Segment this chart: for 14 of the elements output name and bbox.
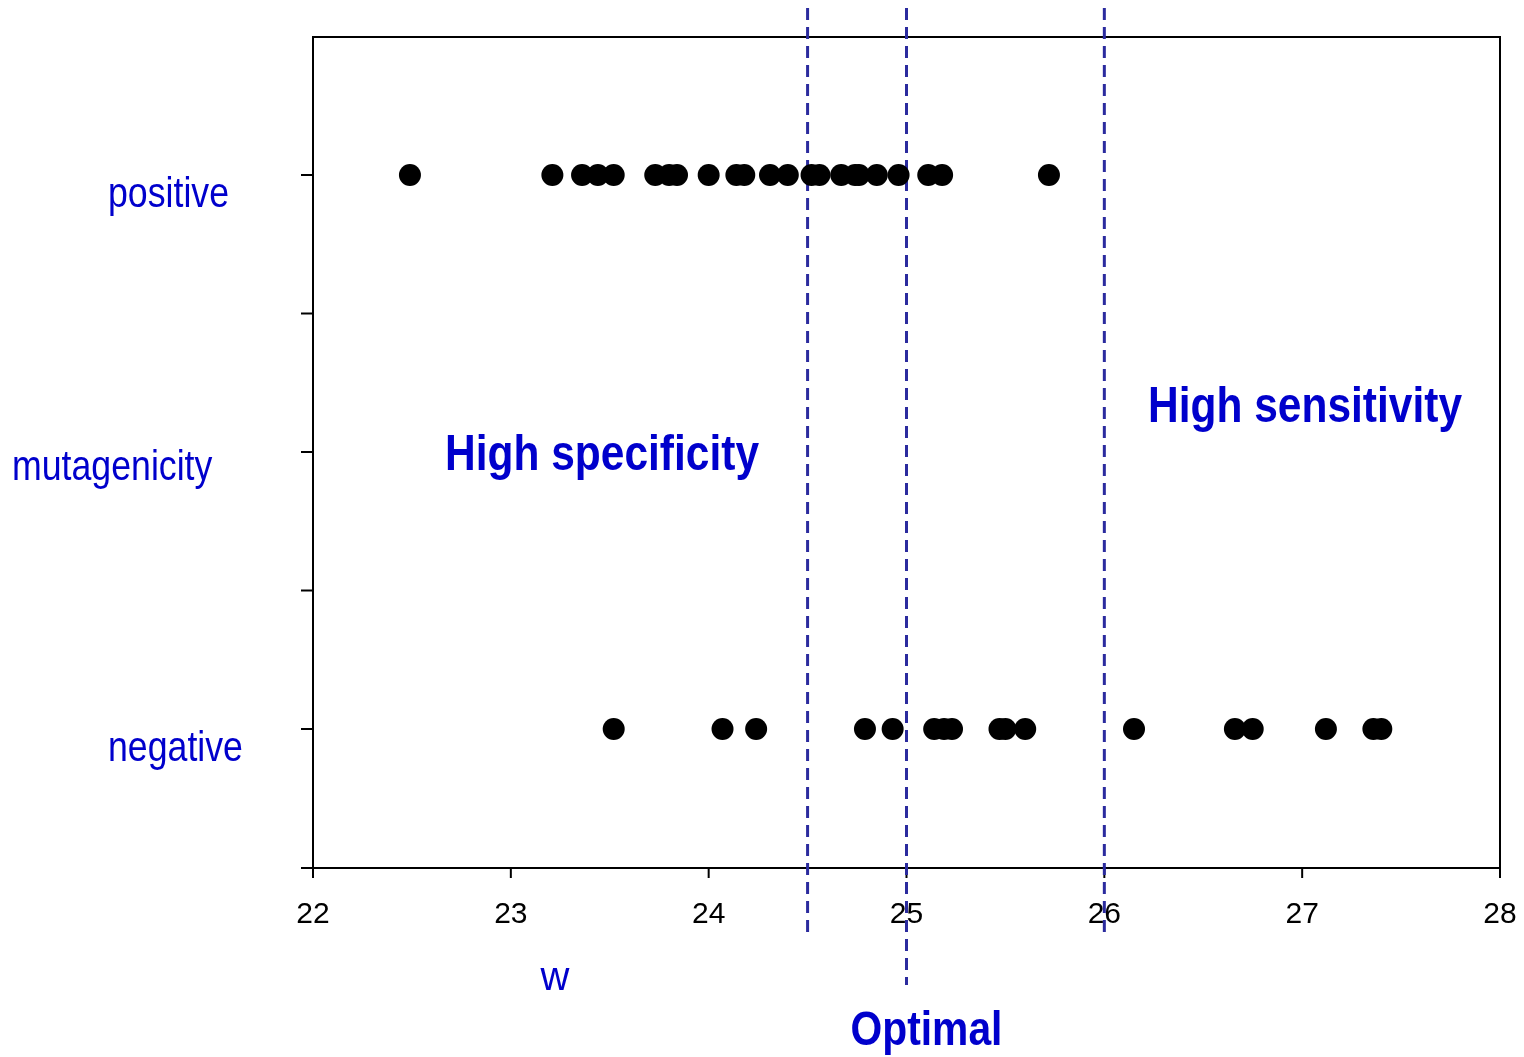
y-tick-label: positive — [108, 169, 230, 216]
x-tick-label: 25 — [889, 896, 924, 929]
annotation: High sensitivity — [1148, 376, 1463, 433]
y-axis-title: mutagenicity — [12, 442, 213, 490]
annotation: High specificity — [445, 424, 760, 481]
x-tick-label: 23 — [494, 896, 528, 929]
x-tick-label: 24 — [691, 896, 726, 929]
x-axis-title: w — [539, 954, 570, 998]
y-tick-label: negative — [108, 723, 243, 770]
ref-line-label: Optimal — [850, 1001, 1003, 1055]
x-tick-label: 22 — [296, 896, 330, 929]
x-tick-label: 28 — [1483, 896, 1517, 929]
x-tick-label: 27 — [1285, 896, 1319, 929]
x-tick-label: 26 — [1087, 896, 1122, 929]
